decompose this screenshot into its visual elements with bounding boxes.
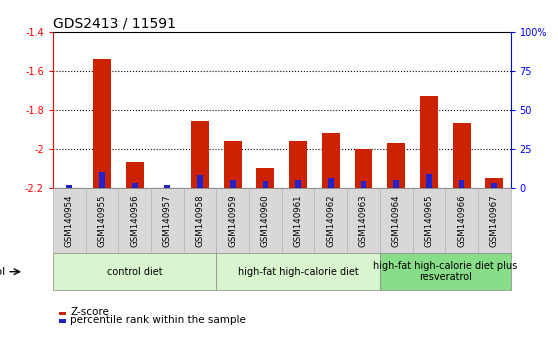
Bar [453, 124, 470, 188]
Text: control diet: control diet [107, 267, 162, 277]
Text: GSM140956: GSM140956 [130, 194, 139, 247]
Text: GSM140959: GSM140959 [228, 194, 237, 247]
Text: GSM140957: GSM140957 [163, 194, 172, 247]
Bar [262, 181, 268, 188]
Bar [485, 178, 503, 188]
Bar [295, 180, 301, 188]
Text: GSM140960: GSM140960 [261, 194, 270, 247]
Bar [354, 149, 373, 188]
Bar [491, 183, 497, 188]
Text: GSM140954: GSM140954 [65, 194, 74, 247]
Bar [426, 173, 432, 188]
Bar [66, 184, 73, 188]
Bar [158, 188, 176, 190]
Text: high-fat high-calorie diet plus
resveratrol: high-fat high-calorie diet plus resverat… [373, 261, 517, 282]
Bar [224, 141, 242, 188]
Text: GSM140958: GSM140958 [196, 194, 205, 247]
Bar [393, 180, 399, 188]
Text: GSM140955: GSM140955 [98, 194, 107, 247]
Bar [93, 59, 111, 188]
Text: GSM140965: GSM140965 [425, 194, 434, 247]
Bar [60, 188, 78, 190]
Text: GSM140963: GSM140963 [359, 194, 368, 247]
Bar [328, 178, 334, 188]
Bar [360, 181, 367, 188]
Bar [230, 180, 235, 188]
Bar [322, 133, 340, 188]
Text: GSM140964: GSM140964 [392, 194, 401, 247]
Bar [191, 121, 209, 188]
Bar [132, 183, 138, 188]
Bar [420, 96, 438, 188]
Text: GSM140961: GSM140961 [294, 194, 302, 247]
Text: percentile rank within the sample: percentile rank within the sample [70, 315, 246, 325]
Text: high-fat high-calorie diet: high-fat high-calorie diet [238, 267, 358, 277]
Bar [165, 184, 170, 188]
Bar [257, 168, 275, 188]
Text: GSM140966: GSM140966 [457, 194, 466, 247]
Bar [126, 162, 144, 188]
Bar [459, 180, 464, 188]
Text: GDS2413 / 11591: GDS2413 / 11591 [53, 17, 176, 31]
Text: protocol: protocol [0, 267, 6, 277]
Text: Z-score: Z-score [70, 307, 109, 317]
Text: GSM140962: GSM140962 [326, 194, 335, 247]
Bar [289, 141, 307, 188]
Text: GSM140967: GSM140967 [490, 194, 499, 247]
Bar [99, 172, 105, 188]
Bar [197, 175, 203, 188]
Bar [387, 143, 405, 188]
